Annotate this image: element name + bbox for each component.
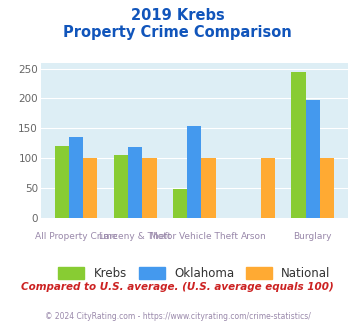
Text: Property Crime Comparison: Property Crime Comparison	[63, 25, 292, 40]
Text: © 2024 CityRating.com - https://www.cityrating.com/crime-statistics/: © 2024 CityRating.com - https://www.city…	[45, 312, 310, 321]
Bar	[55, 146, 69, 218]
Text: Motor Vehicle Theft: Motor Vehicle Theft	[151, 232, 238, 241]
Bar	[69, 137, 83, 218]
Bar	[291, 72, 306, 218]
Text: 2019 Krebs: 2019 Krebs	[131, 8, 224, 23]
Bar	[201, 157, 215, 218]
Legend: Krebs, Oklahoma, National: Krebs, Oklahoma, National	[58, 267, 331, 280]
Bar	[114, 155, 128, 218]
Text: Arson: Arson	[241, 232, 266, 241]
Bar	[187, 126, 201, 218]
Text: All Property Crime: All Property Crime	[35, 232, 117, 241]
Bar	[83, 157, 97, 218]
Text: Burglary: Burglary	[293, 232, 332, 241]
Bar	[261, 157, 275, 218]
Bar	[173, 188, 187, 218]
Bar	[306, 100, 320, 218]
Text: Compared to U.S. average. (U.S. average equals 100): Compared to U.S. average. (U.S. average …	[21, 282, 334, 292]
Bar	[320, 157, 334, 218]
Text: Larceny & Theft: Larceny & Theft	[99, 232, 171, 241]
Bar	[142, 157, 157, 218]
Bar	[128, 147, 142, 218]
